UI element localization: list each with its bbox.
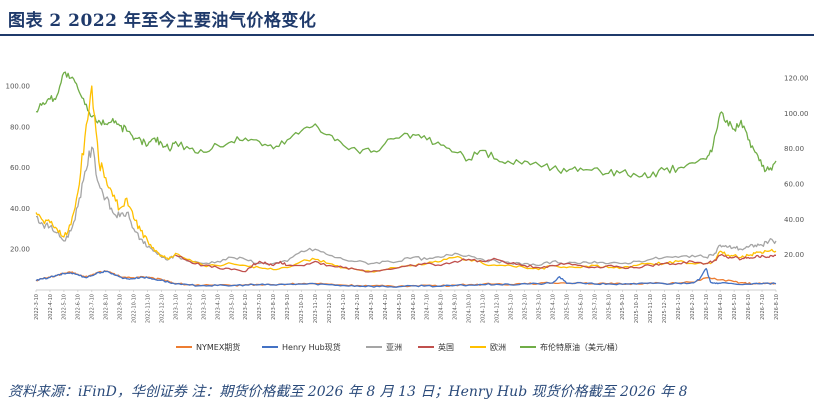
x-tick-label: 2022-5-10 [62, 294, 68, 320]
x-tick-label: 2024-8-10 [439, 294, 445, 320]
source-note: 资料来源：iFinD，华创证券 注：期货价格截至 2026 年 8 月 13 日… [8, 384, 688, 400]
x-tick-label: 2026-7-10 [760, 294, 766, 320]
x-tick-label: 2025-2-10 [522, 294, 528, 320]
x-tick-label: 2026-1-10 [676, 294, 682, 320]
x-tick-label: 2023-12-10 [327, 294, 333, 323]
x-tick-label: 2024-11-10 [481, 294, 487, 323]
x-tick-label: 2026-2-10 [690, 294, 696, 320]
x-tick-label: 2024-2-10 [355, 294, 361, 320]
x-tick-label: 2023-4-10 [215, 294, 221, 320]
x-tick-label: 2024-10-10 [467, 294, 473, 323]
y-right-tick-label: 100.00 [784, 110, 809, 118]
x-tick-label: 2022-6-10 [76, 294, 82, 320]
x-tick-label: 2023-7-10 [257, 294, 263, 320]
y-right-tick-label: 40.00 [784, 216, 804, 224]
legend-label: 亚洲 [386, 343, 402, 352]
y-right-tick-label: 120.00 [784, 75, 809, 83]
x-tick-label: 2022-7-10 [90, 294, 96, 320]
x-tick-label: 2023-2-10 [187, 294, 193, 320]
x-tick-label: 2022-10-10 [132, 294, 138, 323]
x-tick-label: 2023-3-10 [201, 294, 207, 320]
legend-label: NYMEX期货 [196, 342, 240, 352]
x-tick-label: 2023-8-10 [271, 294, 277, 320]
x-tick-label: 2026-5-10 [732, 294, 738, 320]
title-divider [0, 34, 814, 36]
y-right-tick-label: 80.00 [784, 145, 804, 153]
series-line-4 [35, 85, 777, 273]
x-tick-label: 2025-3-10 [536, 294, 542, 320]
x-tick-label: 2023-9-10 [285, 294, 291, 320]
legend-label: 英国 [438, 342, 454, 352]
x-tick-label: 2026-4-10 [718, 294, 724, 320]
x-tick-label: 2025-5-10 [564, 294, 570, 320]
series-line-5 [35, 71, 777, 179]
legend-label: 欧洲 [490, 342, 506, 352]
y-left-tick-label: 40.00 [10, 205, 30, 213]
y-left-tick-label: 100.00 [6, 83, 31, 91]
x-tick-label: 2025-1-10 [509, 294, 515, 320]
y-right-tick-label: 60.00 [784, 181, 804, 189]
x-tick-label: 2022-8-10 [104, 294, 110, 320]
x-tick-label: 2024-6-10 [411, 294, 417, 320]
x-tick-label: 2022-11-10 [145, 294, 151, 323]
x-tick-label: 2026-8-10 [774, 294, 780, 320]
y-left-tick-label: 20.00 [10, 246, 30, 254]
x-tick-label: 2024-9-10 [453, 294, 459, 320]
x-tick-label: 2025-4-10 [550, 294, 556, 320]
x-tick-label: 2023-1-10 [173, 294, 179, 320]
series-line-2 [36, 146, 777, 267]
legend-label: 布伦特原油（美元/桶） [540, 342, 623, 352]
y-right-tick-label: 20.00 [784, 251, 804, 259]
x-tick-label: 2026-6-10 [746, 294, 752, 320]
x-tick-label: 2022-3-10 [34, 294, 40, 320]
x-tick-label: 2024-1-10 [341, 294, 347, 320]
x-tick-label: 2022-12-10 [159, 294, 165, 323]
x-tick-label: 2024-7-10 [425, 294, 431, 320]
series-line-3 [175, 253, 777, 273]
legend-label: Henry Hub现货 [282, 342, 341, 352]
x-tick-label: 2025-10-10 [634, 294, 640, 323]
x-tick-label: 2025-7-10 [592, 294, 598, 320]
x-tick-label: 2025-9-10 [620, 294, 626, 320]
x-tick-label: 2025-12-10 [662, 294, 668, 323]
x-tick-label: 2024-5-10 [397, 294, 403, 320]
x-tick-label: 2026-3-10 [704, 294, 710, 320]
x-tick-label: 2025-11-10 [648, 294, 654, 323]
x-tick-label: 2023-5-10 [229, 294, 235, 320]
price-chart: 20.00 40.00 60.00 80.00 100.00 20.00 40.00 60.0… [6, 71, 809, 352]
x-tick-label: 2025-6-10 [578, 294, 584, 320]
series-line-0 [35, 270, 777, 288]
y-left-tick-label: 80.00 [10, 123, 30, 131]
x-tick-label: 2022-9-10 [118, 294, 124, 320]
x-tick-label: 2024-4-10 [383, 294, 389, 320]
x-tick-label: 2024-3-10 [369, 294, 375, 320]
x-tick-label: 2025-8-10 [606, 294, 612, 320]
series-line-1 [35, 267, 777, 288]
x-tick-label: 2024-12-10 [495, 294, 501, 323]
x-tick-label: 2023-11-10 [313, 294, 319, 323]
x-tick-label: 2022-4-10 [48, 294, 54, 320]
page-title: 图表 2 2022 年至今主要油气价格变化 [8, 11, 317, 31]
x-tick-label: 2023-10-10 [299, 294, 305, 323]
y-left-tick-label: 60.00 [10, 164, 30, 172]
x-tick-label: 2023-6-10 [243, 294, 249, 320]
